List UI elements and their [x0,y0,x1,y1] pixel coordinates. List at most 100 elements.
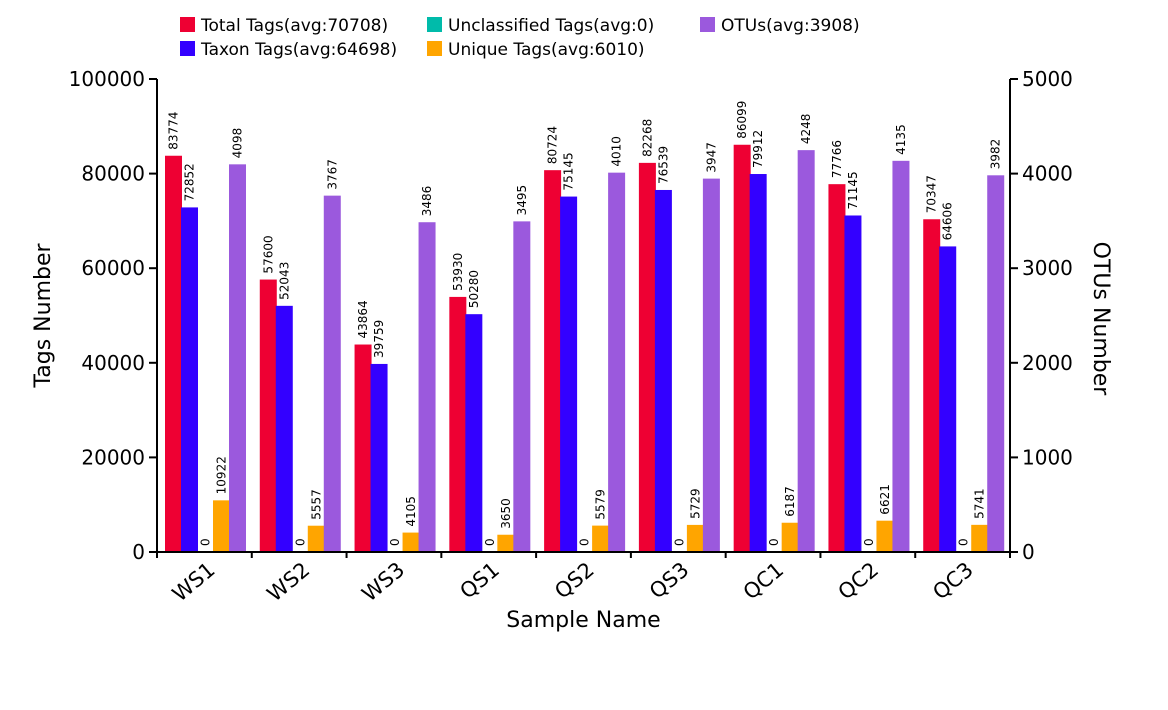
bar-qs3-s3 [686,524,704,552]
bars [165,144,1005,553]
x-tick-label-ws3: WS3 [357,557,409,606]
legend: Total Tags(avg:70708) Taxon Tags(avg:6469… [180,16,860,60]
x-tick-label-qs3: QS3 [645,557,694,603]
bar-qc3-s3 [971,524,989,552]
data-label-qs3-s1: 76539 [656,146,670,184]
data-label-qc1-s4: 4248 [799,114,813,145]
x-tick-label-qc2: QC2 [833,557,883,604]
data-label-qc1-s3: 6187 [783,486,797,517]
y-tick-label: 80000 [81,162,145,186]
data-label-ws3-s3: 4105 [404,496,418,527]
bar-ws2-s1 [275,305,293,552]
bar-qc3-s0 [923,219,941,552]
data-label-qc2-s4: 4135 [894,124,908,155]
data-label-ws2-s3: 5557 [309,489,323,520]
data-label-qc2-s1: 71145 [846,171,860,209]
data-label-qc2-s3: 6621 [878,484,892,515]
data-label-ws1-s2: 0 [199,538,213,546]
bar-qc2-s4 [892,160,910,553]
bar-qs2-s1 [560,196,578,552]
x-tick-label-qc1: QC1 [739,557,789,604]
data-label-ws2-s0: 57600 [261,235,275,273]
data-label-ws1-s4: 4098 [231,128,245,159]
legend-label-s4: OTUs(avg:3908) [721,16,860,36]
x-tick-label-qc3: QC3 [928,557,978,604]
legend-swatch-s3 [427,41,442,56]
data-label-qc3-s1: 64606 [941,202,955,240]
y2-tick-label: 1000 [1022,445,1073,469]
data-label-ws3-s2: 0 [388,538,402,546]
y-tick-label: 40000 [81,351,145,375]
legend-swatch-s2 [427,17,442,32]
y2-tick-label: 4000 [1022,162,1073,186]
data-label-qs1-s1: 50280 [467,270,481,308]
data-label-qs2-s0: 80724 [546,126,560,164]
data-label-qc2-s2: 0 [862,538,876,546]
data-label-ws2-s1: 52043 [277,262,291,300]
data-label-qs3-s3: 5729 [688,488,702,519]
y-tick-label: 0 [132,540,145,564]
y2-axis-title: OTUs Number [1088,242,1113,397]
data-label-qc3-s3: 5741 [973,488,987,519]
data-label-ws3-s4: 3486 [420,186,434,217]
bar-qs2-s4 [608,172,626,553]
y-tick-label: 60000 [81,256,145,280]
x-axis-title: Sample Name [506,608,660,633]
legend-label-s2: Unclassified Tags(avg:0) [448,16,654,36]
bar-ws3-s1 [370,363,388,552]
legend-label-s3: Unique Tags(avg:6010) [448,40,645,60]
bar-qc3-s4 [987,175,1005,552]
data-label-qs3-s0: 82268 [640,119,654,157]
y2-tick-label: 3000 [1022,256,1073,280]
data-label-qs2-s2: 0 [578,538,592,546]
bar-qs1-s0 [449,296,467,552]
data-label-qs2-s3: 5579 [594,489,608,520]
bar-qs2-s0 [544,170,562,552]
x-tick-label-qs2: QS2 [550,557,599,603]
legend-swatch-s4 [700,17,715,32]
data-label-qs1-s4: 3495 [515,185,529,216]
bar-ws2-s0 [259,279,277,552]
data-label-qs1-s3: 3650 [499,498,513,529]
data-label-qc1-s1: 79912 [751,130,765,168]
legend-label-s0: Total Tags(avg:70708) [200,16,388,36]
x-tick-label-ws2: WS2 [263,557,315,606]
bar-qc1-s1 [749,174,767,552]
y2-tick-label: 5000 [1022,67,1073,91]
data-label-qs3-s4: 3947 [704,142,718,173]
bar-qc2-s3 [876,520,894,552]
bar-qs1-s4 [513,221,531,553]
data-label-qs2-s4: 4010 [610,136,624,167]
data-label-qc3-s0: 70347 [925,175,939,213]
bar-qc2-s1 [844,215,862,553]
bar-ws1-s4 [229,164,246,552]
data-label-qs1-s2: 0 [483,538,497,546]
x-tick-label-ws1: WS1 [168,557,220,606]
data-label-ws1-s3: 10922 [215,456,229,494]
bar-ws1-s3 [213,500,230,552]
legend-swatch-s0 [180,17,195,32]
data-label-qs2-s1: 75145 [562,152,576,190]
data-label-qc1-s2: 0 [767,538,781,546]
bar-qc2-s0 [828,184,846,553]
bar-qc1-s0 [733,144,751,553]
data-label-ws2-s4: 3767 [325,159,339,190]
axes: 0200004000060000800001000000100020003000… [69,67,1073,606]
bar-qs3-s1 [654,189,672,553]
bar-qs2-s3 [592,525,610,552]
data-label-qs1-s0: 53930 [451,253,465,291]
bar-qs1-s3 [497,534,515,552]
bar-qc1-s3 [781,522,799,552]
x-tick-label-qs1: QS1 [455,557,504,603]
data-label-ws3-s0: 43864 [356,300,370,338]
bar-ws1-s0 [165,155,182,553]
data-label-qc1-s0: 86099 [735,101,749,139]
bar-qc1-s4 [797,150,815,552]
bar-qs1-s1 [465,314,483,552]
y2-tick-label: 0 [1022,540,1035,564]
bar-ws3-s0 [354,344,372,552]
legend-swatch-s1 [180,41,195,56]
legend-label-s1: Taxon Tags(avg:64698) [200,40,397,60]
bar-qc3-s1 [939,246,957,552]
